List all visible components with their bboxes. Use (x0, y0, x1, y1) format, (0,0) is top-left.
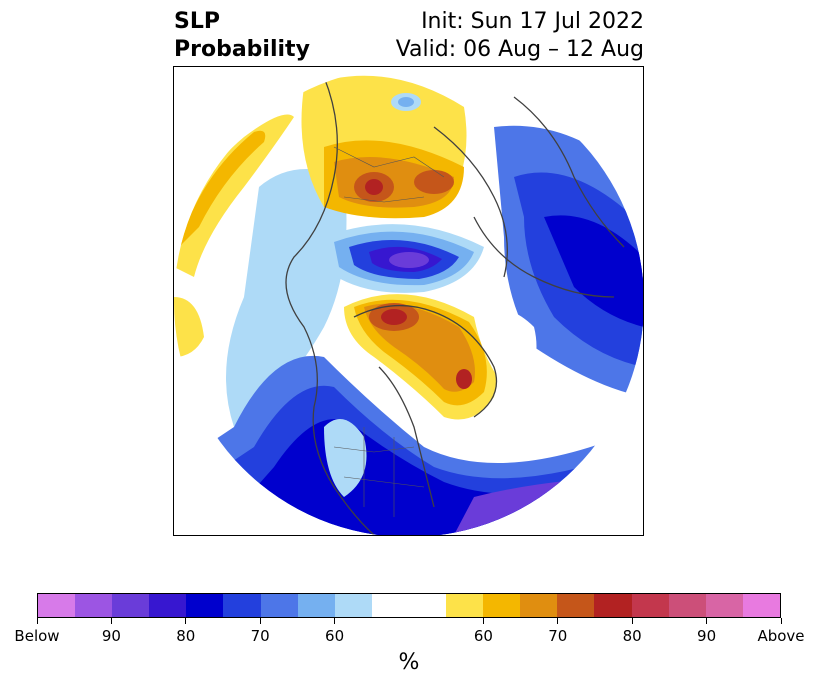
map-disc (174, 67, 643, 535)
positive-anomaly-region (179, 130, 266, 247)
colorbar-segment (631, 594, 669, 617)
colorbar-segment (520, 594, 558, 617)
colorbar (37, 593, 781, 618)
colorbar-tick (557, 618, 559, 624)
negative-anomaly-region (226, 169, 347, 427)
positive-anomaly-region (174, 114, 294, 277)
colorbar-tick-label: Above (757, 627, 805, 645)
colorbar-tick-label: Below (14, 627, 60, 645)
colorbar-segment (112, 594, 150, 617)
init-date: Init: Sun 17 Jul 2022 (421, 9, 644, 34)
map-panel (173, 66, 644, 536)
colorbar-tick-label: 70 (250, 627, 270, 645)
colorbar-segment (483, 594, 521, 617)
colorbar-tick-label: 80 (176, 627, 196, 645)
colorbar-tick (482, 618, 484, 624)
colorbar-segment (334, 594, 372, 617)
colorbar-segment (446, 594, 484, 617)
colorbar-tick (110, 618, 112, 624)
colorbar-tick-label: 60 (473, 627, 493, 645)
title-metric: Probability (174, 37, 310, 62)
colorbar-segment (557, 594, 595, 617)
colorbar-segment (297, 594, 335, 617)
valid-range: Valid: 06 Aug – 12 Aug (395, 37, 644, 62)
colorbar-segment (371, 594, 409, 617)
title-variable: SLP (174, 9, 220, 34)
colorbar-segment (260, 594, 298, 617)
colorbar-segment (223, 594, 261, 617)
colorbar-tick (706, 618, 708, 624)
colorbar-tick (334, 618, 336, 624)
colorbar-tick-label: 80 (622, 627, 642, 645)
colorbar-tick-label: 90 (101, 627, 121, 645)
colorbar-tick (36, 618, 38, 624)
colorbar-tick (780, 618, 782, 624)
forecast-dates: Init: Sun 17 Jul 2022 Valid: 06 Aug – 12… (396, 8, 644, 64)
colorbar-segment (594, 594, 632, 617)
colorbar-segment (186, 594, 224, 617)
colorbar-unit: % (398, 650, 420, 675)
country-borders (333, 146, 445, 517)
colorbar-segment (149, 594, 187, 617)
colorbar-segment (38, 594, 76, 617)
colorbar-tick-label: 90 (697, 627, 717, 645)
colorbar-tick-label: 60 (325, 627, 345, 645)
colorbar-tick (185, 618, 187, 624)
colorbar-segment (705, 594, 743, 617)
map-title: SLP Probability (174, 8, 310, 64)
coastlines (285, 76, 625, 535)
colorbar-tick (259, 618, 261, 624)
colorbar-tick-label: 70 (548, 627, 568, 645)
colorbar-segment (668, 594, 706, 617)
colorbar-tick (631, 618, 633, 624)
colorbar-segment (75, 594, 113, 617)
colorbar-segment (742, 594, 780, 617)
probability-map (174, 67, 643, 535)
colorbar-segment (408, 594, 447, 617)
